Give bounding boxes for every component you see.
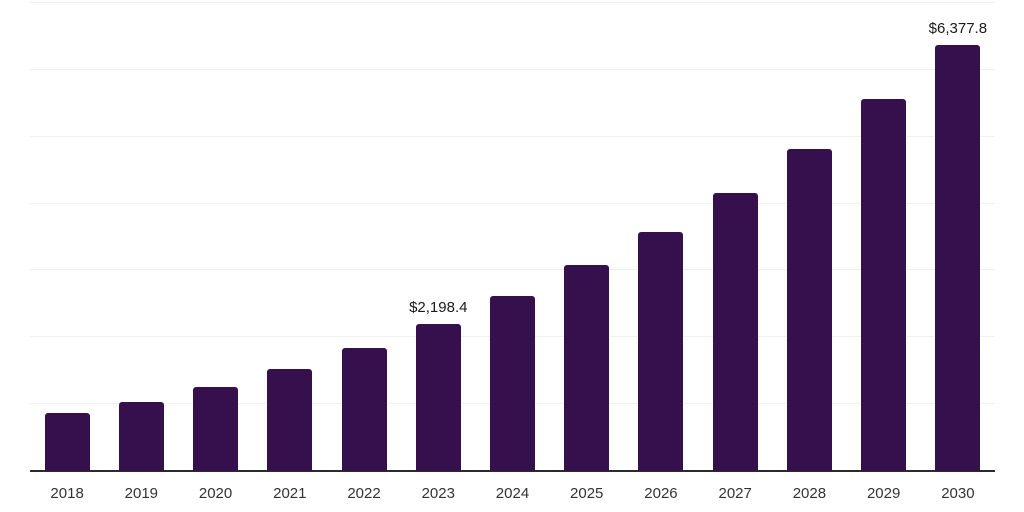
x-axis-line — [30, 470, 995, 472]
x-tick-label-2027: 2027 — [718, 485, 752, 502]
x-tick-label-2025: 2025 — [570, 485, 604, 502]
bar-2026[interactable] — [638, 232, 684, 471]
gridline-3000 — [30, 269, 995, 271]
x-tick-label-2026: 2026 — [644, 485, 678, 502]
x-tick-label-2021: 2021 — [273, 485, 307, 502]
bar-2022[interactable] — [341, 347, 387, 471]
x-tick-label-2024: 2024 — [495, 485, 530, 502]
bar-2023[interactable] — [415, 324, 461, 471]
plot-area: $2,198.4 $6,377.8 — [30, 2, 995, 472]
gridline-4000 — [30, 202, 995, 204]
x-tick-label-2018: 2018 — [50, 485, 84, 502]
x-axis-labels: 2018 2019 2020 2021 2022 2023 2024 2025 2026 2027… — [30, 485, 995, 505]
bar-2024[interactable] — [490, 296, 535, 471]
bar-2025[interactable] — [564, 265, 610, 471]
value-label-2023: $2,198.4 — [409, 299, 468, 317]
bar-2030[interactable] — [935, 44, 981, 471]
bar-2028[interactable] — [786, 149, 832, 471]
bar-2029[interactable] — [861, 99, 907, 471]
bar-2021[interactable] — [267, 369, 313, 471]
bar-2020[interactable] — [193, 386, 239, 471]
x-tick-label-2023: 2023 — [421, 485, 455, 502]
bar-2027[interactable] — [712, 192, 758, 471]
x-tick-label-2028: 2028 — [792, 485, 827, 502]
x-tick-label-2022: 2022 — [347, 485, 381, 502]
gridline-7000 — [30, 2, 995, 3]
x-tick-label-2029: 2029 — [866, 485, 901, 502]
x-tick-label-2030: 2030 — [941, 485, 975, 502]
bar-2019[interactable] — [118, 401, 164, 471]
bar-2018[interactable] — [44, 412, 90, 471]
gridline-6000 — [30, 68, 995, 70]
x-tick-label-2019: 2019 — [124, 485, 159, 502]
x-tick-label-2020: 2020 — [198, 485, 233, 502]
gridline-5000 — [30, 135, 995, 137]
value-label-2030: $6,377.8 — [928, 19, 988, 37]
